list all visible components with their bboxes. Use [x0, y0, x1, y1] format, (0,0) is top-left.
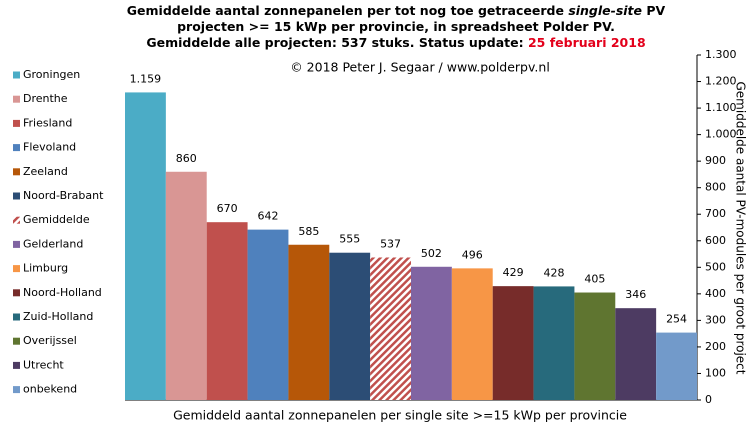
legend-swatch — [13, 95, 20, 103]
legend-swatch — [13, 216, 20, 224]
title-line: Gemiddelde alle projecten: 537 stuks. St… — [146, 35, 645, 50]
legend-swatch — [13, 361, 20, 369]
legend-label: Friesland — [23, 116, 72, 129]
value-label: 670 — [217, 202, 238, 215]
bar — [329, 252, 371, 400]
y-tick-label: 400 — [705, 287, 726, 300]
legend-label: Utrecht — [23, 358, 64, 371]
value-label: 537 — [380, 237, 401, 250]
value-label: 860 — [176, 152, 197, 165]
bar — [165, 171, 207, 400]
bar — [125, 92, 166, 401]
y-tick-label: 0 — [705, 393, 712, 406]
y-tick-label: 1.000 — [705, 128, 737, 141]
legend-label: Noord-Brabant — [23, 189, 104, 202]
y-tick-label: 100 — [705, 366, 726, 379]
legend-label: Zeeland — [23, 165, 68, 178]
y-tick-label: 200 — [705, 340, 726, 353]
bar — [615, 308, 657, 400]
legend-swatch — [13, 119, 20, 127]
value-label: 346 — [625, 288, 646, 301]
legend-swatch — [13, 240, 20, 248]
bar — [370, 257, 411, 400]
y-tick-label: 700 — [705, 207, 726, 220]
legend-label: Gelderland — [23, 237, 83, 250]
x-axis-label: Gemiddeld aantal zonnepanelen per single… — [173, 408, 627, 423]
value-label: 502 — [421, 247, 442, 260]
y-tick-label: 1.100 — [705, 101, 737, 114]
value-label: 642 — [258, 210, 279, 223]
legend-label: Groningen — [23, 68, 80, 81]
y-axis-label: Gemiddelde aantal PV-modules per groot p… — [734, 82, 748, 375]
value-label: 428 — [544, 266, 565, 279]
value-label: 405 — [584, 273, 605, 286]
bar — [492, 286, 534, 400]
legend-swatch — [13, 168, 20, 176]
legend-label: Gemiddelde — [23, 213, 90, 226]
legend-swatch — [13, 386, 20, 394]
legend-swatch — [13, 265, 20, 273]
value-label: 429 — [503, 266, 524, 279]
value-label: 496 — [462, 248, 483, 261]
y-tick-label: 1.300 — [705, 48, 737, 61]
legend-label: Drenthe — [23, 92, 68, 105]
bar — [533, 286, 575, 400]
y-tick-label: 900 — [705, 154, 726, 167]
legend-swatch — [13, 337, 20, 345]
legend-swatch — [13, 313, 20, 321]
value-label: 555 — [339, 233, 360, 246]
bar — [288, 244, 330, 400]
y-tick-label: 500 — [705, 260, 726, 273]
legend-label: Noord-Holland — [23, 286, 102, 299]
title-line: projecten >= 15 kWp per provincie, in sp… — [177, 19, 615, 34]
bar — [247, 229, 289, 400]
legend-label: Overijssel — [23, 334, 77, 347]
bar — [656, 332, 697, 400]
value-label: 1.159 — [130, 72, 162, 85]
annotation: © 2018 Peter J. Segaar / www.polderpv.nl — [290, 60, 550, 75]
legend-label: onbekend — [23, 383, 77, 396]
value-label: 585 — [298, 225, 319, 238]
title-line: Gemiddelde aantal zonnepanelen per tot n… — [127, 3, 666, 18]
bar — [411, 266, 452, 400]
bar — [574, 292, 616, 400]
bar — [206, 222, 248, 400]
y-tick-label: 1.200 — [705, 75, 737, 88]
legend-label: Zuid-Holland — [23, 310, 93, 323]
value-label: 254 — [666, 313, 687, 326]
legend-swatch — [13, 289, 20, 297]
legend-swatch — [13, 71, 20, 79]
legend-label: Flevoland — [23, 141, 76, 154]
y-tick-label: 800 — [705, 181, 726, 194]
y-tick-label: 600 — [705, 234, 726, 247]
legend-swatch — [13, 192, 20, 200]
bar — [451, 268, 493, 400]
y-tick-label: 300 — [705, 313, 726, 326]
legend-swatch — [13, 144, 20, 152]
legend-label: Limburg — [23, 262, 68, 275]
